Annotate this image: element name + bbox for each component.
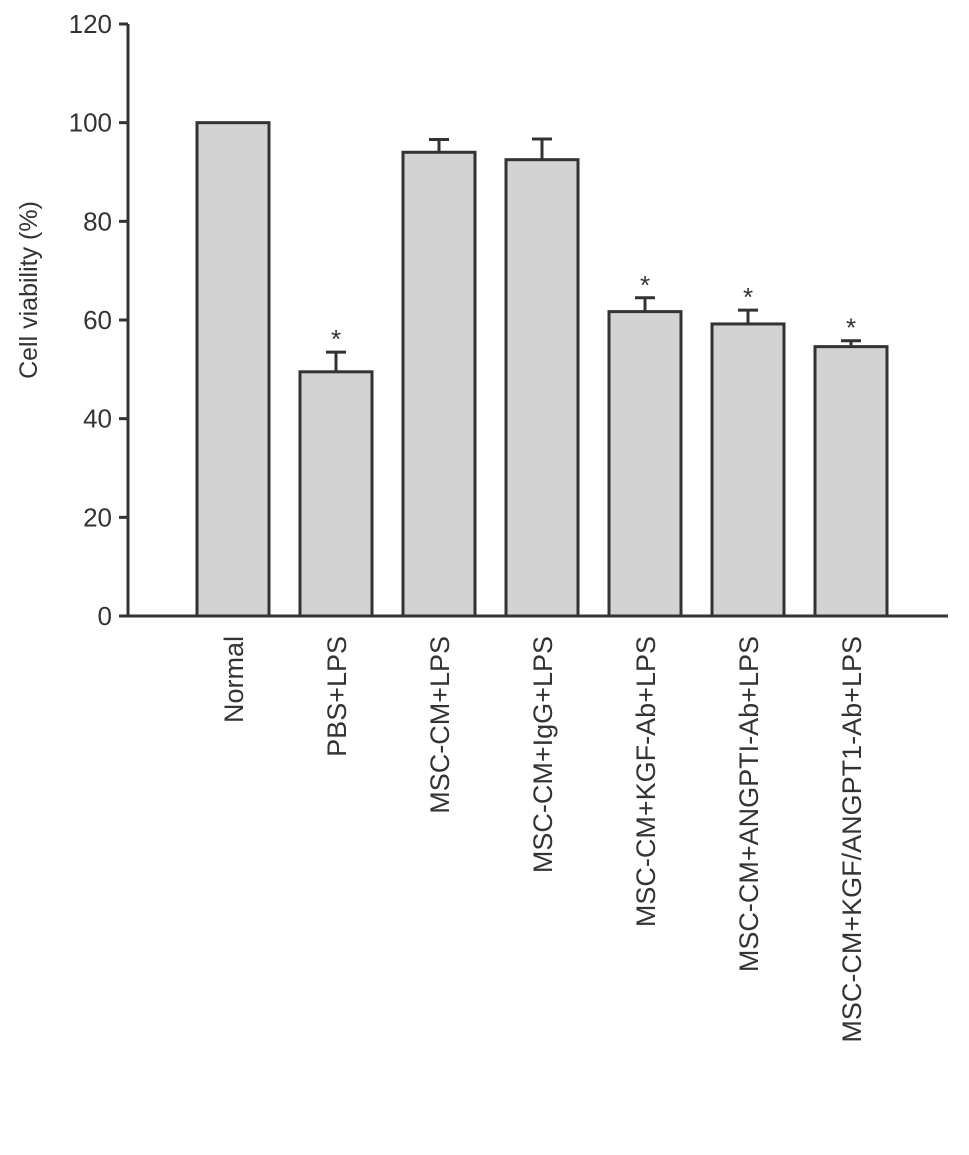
y-tick-label: 120 xyxy=(69,9,112,39)
x-tick-label: Normal xyxy=(219,636,249,723)
y-tick-label: 60 xyxy=(83,305,112,335)
significance-marker: * xyxy=(846,313,856,343)
error-bar xyxy=(635,296,655,312)
y-tick-label: 80 xyxy=(83,206,112,236)
x-tick-label: PBS+LPS xyxy=(322,636,352,757)
x-tick-label: MSC-CM+KGF-Ab+LPS xyxy=(631,636,661,927)
bar xyxy=(710,322,786,618)
bar xyxy=(813,345,889,618)
significance-marker: * xyxy=(331,324,341,354)
y-axis-title: Cell viability (%) xyxy=(15,201,43,379)
bar xyxy=(298,370,374,618)
error-bar xyxy=(326,350,346,372)
bar xyxy=(401,150,477,618)
bar xyxy=(504,158,580,618)
error-bar xyxy=(738,308,758,324)
bars-group xyxy=(195,121,889,618)
x-tick-label: MSC-CM+ANGPTI-Ab+LPS xyxy=(734,636,764,972)
error-bar xyxy=(532,137,552,160)
error-bar xyxy=(429,137,449,153)
y-ticks-group: 0 20 40 60 80 100 120 xyxy=(69,9,128,631)
x-tick-label: MSC-CM+LPS xyxy=(425,636,455,814)
significance-marker: * xyxy=(640,270,650,300)
y-tick-label: 0 xyxy=(98,601,112,631)
x-labels-group: Normal PBS+LPS MSC-CM+LPS MSC-CM+IgG+LPS MSC… xyxy=(219,636,867,1043)
y-tick-label: 20 xyxy=(83,502,112,532)
x-tick-label: MSC-CM+IgG+LPS xyxy=(528,636,558,873)
bar xyxy=(607,310,683,618)
significance-marker: * xyxy=(743,282,753,312)
y-tick-label: 100 xyxy=(69,108,112,138)
bar xyxy=(195,121,271,618)
error-bar xyxy=(841,339,861,347)
y-tick-label: 40 xyxy=(83,404,112,434)
error-bars-group xyxy=(326,137,861,372)
x-tick-label: MSC-CM+KGF/ANGPT1-Ab+LPS xyxy=(837,636,867,1043)
significance-markers-group: * * * * xyxy=(331,270,856,354)
